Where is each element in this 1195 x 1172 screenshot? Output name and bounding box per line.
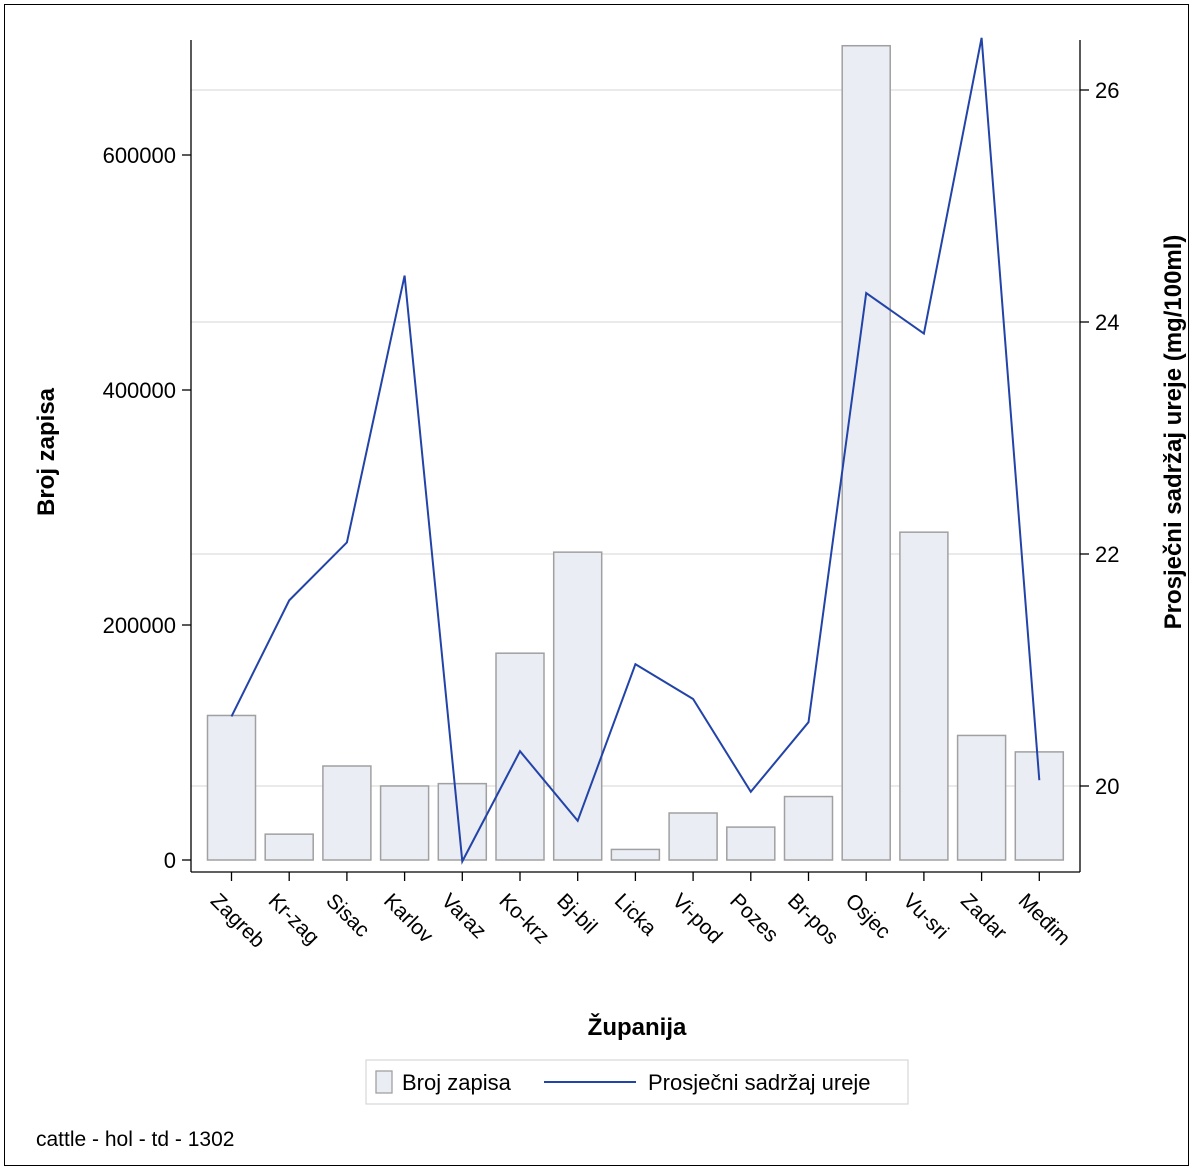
x-tick-label: Osjec <box>841 889 895 943</box>
left-axis-ticks: 0 200000 400000 600000 <box>103 143 191 873</box>
legend-label-line: Prosječni sadržaj ureje <box>648 1070 871 1095</box>
legend-box <box>365 1059 909 1105</box>
bar-series <box>206 44 1065 861</box>
bar-vu-sri <box>899 531 949 861</box>
x-axis-title: Županija <box>588 1013 687 1041</box>
bar-zadar <box>956 734 1007 861</box>
y2-tick-label: 26 <box>1095 78 1119 103</box>
bar-kr-zag <box>264 833 314 861</box>
bar-br-pos <box>783 795 834 861</box>
bar-vi-pod <box>668 812 718 861</box>
x-tick-label: Zagreb <box>206 889 269 952</box>
line-series <box>230 37 1041 865</box>
bar-sisac <box>322 765 372 861</box>
x-tick-label: Vi-pod <box>668 889 727 948</box>
x-tick-label: Vu-sri <box>898 889 952 943</box>
x-tick-label: Zadar <box>956 889 1011 944</box>
x-tick-label: Kr-zag <box>264 889 324 949</box>
x-tick-label: Karlov <box>379 889 438 948</box>
right-axis-ticks: 20 22 24 26 <box>1080 78 1119 799</box>
x-tick-label: Varaz <box>437 889 491 943</box>
bar-zagreb <box>206 714 257 861</box>
y2-tick-label: 22 <box>1095 542 1119 567</box>
legend-label-bars: Broj zapisa <box>402 1070 512 1095</box>
y-tick-label: 0 <box>164 848 176 873</box>
y2-axis-title: Prosječni sadržaj ureje (mg/100ml) <box>1160 235 1187 630</box>
x-tick-label: Ko-krz <box>494 889 553 948</box>
bar-varaz <box>437 782 488 861</box>
bar-bj-bil <box>552 551 603 861</box>
x-tick-label: Bj-bil <box>552 889 601 938</box>
bar-osjec <box>841 44 891 861</box>
y-axis-title: Broj zapisa <box>33 387 60 516</box>
y2-tick-label: 24 <box>1095 310 1119 335</box>
y2-tick-label: 20 <box>1095 774 1119 799</box>
x-tick-label: Licka <box>610 889 661 940</box>
legend-bar-swatch <box>375 1070 393 1094</box>
y-tick-label: 600000 <box>103 143 176 168</box>
footnote: cattle - hol - td - 1302 <box>36 1128 234 1151</box>
legend: Broj zapisa Prosječni sadržaj ureje <box>365 1059 909 1105</box>
y-tick-label: 400000 <box>103 378 176 403</box>
x-tick-label: Br-pos <box>783 889 843 949</box>
y-tick-label: 200000 <box>103 613 176 638</box>
bar-karlov <box>379 785 430 861</box>
x-tick-label: Sisac <box>321 889 374 942</box>
x-tick-label: Međim <box>1014 889 1075 950</box>
bar-pozes <box>726 826 776 861</box>
x-tick-label: Pozes <box>725 889 783 947</box>
bar-licka <box>610 848 661 861</box>
bar-ko-krz <box>495 652 545 861</box>
